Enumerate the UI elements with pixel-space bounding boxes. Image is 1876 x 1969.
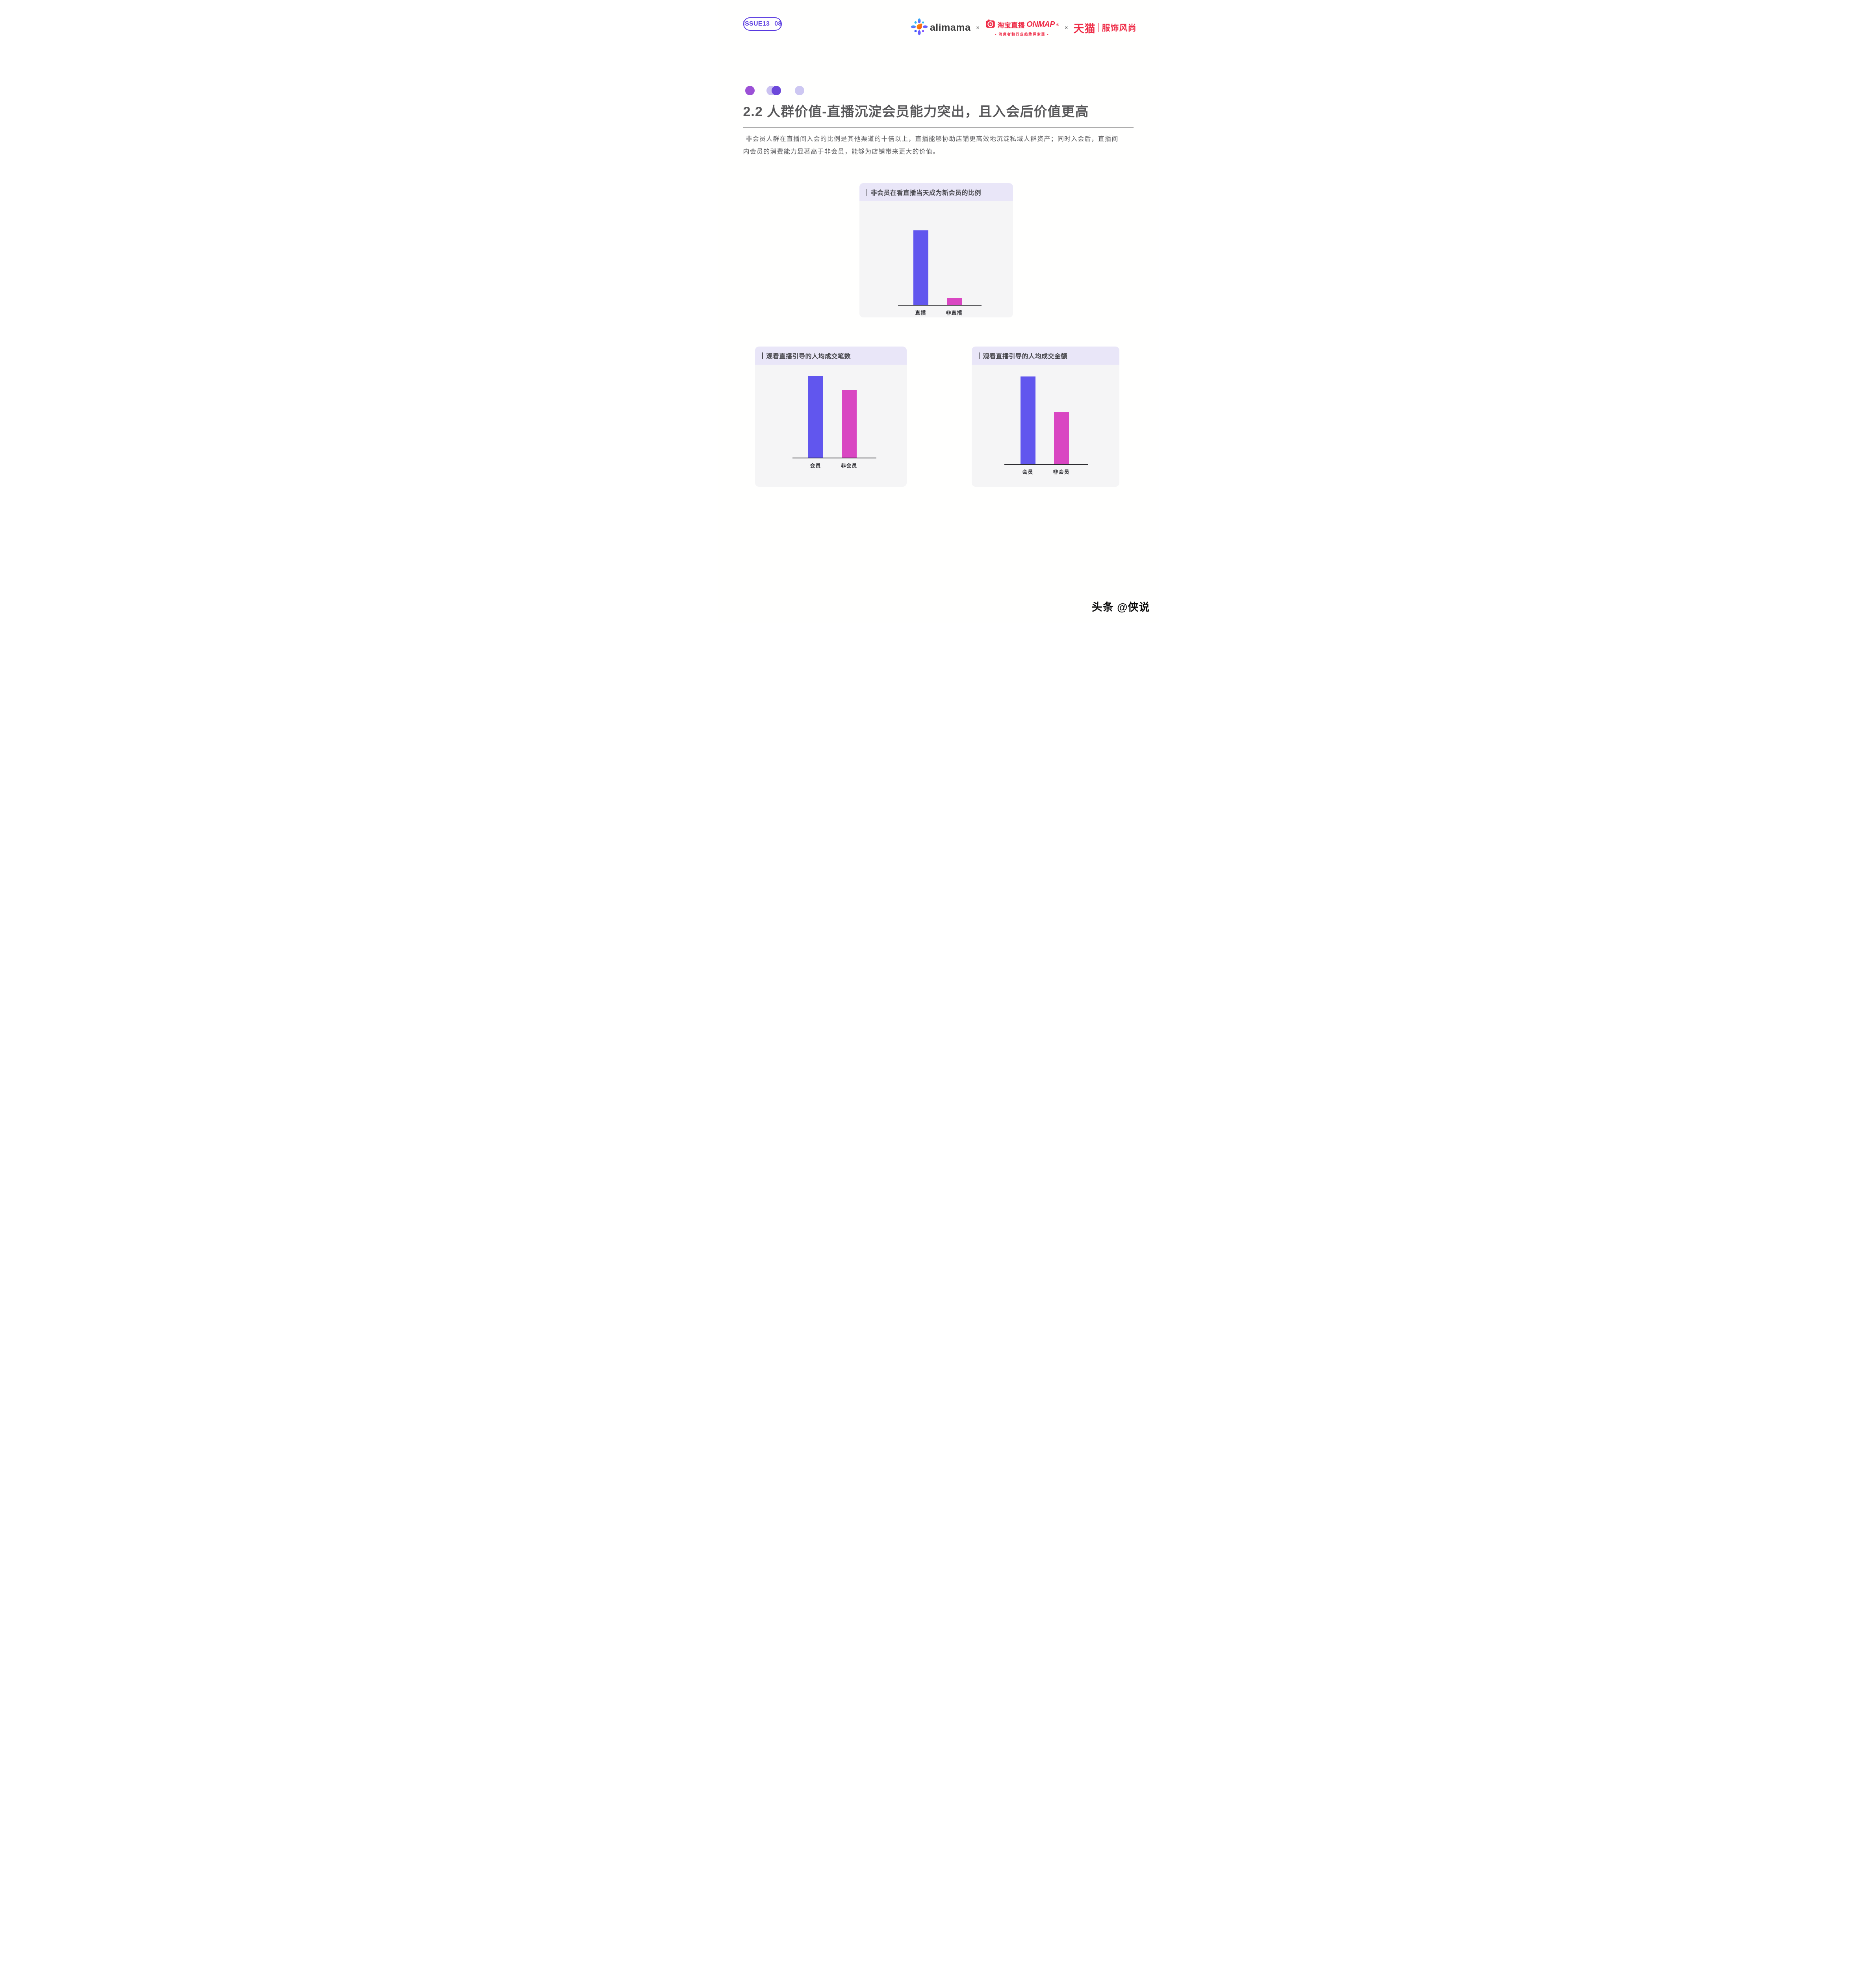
watermark-text: 头条 @侠说 [1091,601,1150,613]
taobao-live-wordmark: 淘宝直播 [997,22,1025,29]
tmall-channel-wordmark: 服饰风尚 [1102,24,1137,33]
bar-会员 [1020,376,1035,464]
description-line: 非会员人群在直播间入会的比例是其他渠道的十倍以上，直播能够协助店铺更高效地沉淀私… [746,136,1119,143]
header-marker-bar [978,352,980,359]
bar-chart: 直播 非直播 [859,201,1013,317]
taobao-live-play-icon [985,19,996,31]
x-axis-line [1004,464,1088,465]
report-page: ISSUE13 08 [717,0,1159,623]
bar-chart: 会员 非会员 [755,365,907,487]
bar-label: 会员 [1022,469,1034,475]
decorative-dots [745,86,804,95]
tmall-wordmark: 天猫 [1073,22,1096,35]
taobao-live-tagline: - 消费者和行业趋势探索器 - [995,32,1049,36]
alimama-logo: alimama [911,18,971,37]
dot-dark-purple [771,86,781,95]
chart-card-body: 直播 非直播 [859,201,1013,317]
alimama-starburst-icon [911,18,928,37]
chart-card-header: 观看直播引导的人均成交笔数 [755,347,907,365]
taobao-live-logo: 淘宝直播 ONMAP ® - 消费者和行业趋势探索器 - [985,19,1059,37]
bar-非直播 [946,298,962,305]
bar-label: 非直播 [946,310,963,316]
onmap-wordmark: ONMAP [1026,20,1055,29]
alimama-wordmark: alimama [930,22,971,33]
section-description: 非会员人群在直播间入会的比例是其他渠道的十倍以上，直播能够协助店铺更高效地沉淀私… [743,133,1138,158]
page-title: 2.2 人群价值-直播沉淀会员能力突出，且入会后价值更高 [743,104,1089,119]
tmall-logo: 天猫 服饰风尚 [1074,20,1137,35]
chart-title: 观看直播引导的人均成交笔数 [766,353,851,360]
bar-label: 直播 [915,310,926,316]
chart-card-header: 非会员在看直播当天成为新会员的比例 [859,183,1013,201]
bar-非会员 [1054,412,1069,464]
bar-非会员 [841,390,857,458]
chart-card-avg-orders: 观看直播引导的人均成交笔数 会员 非会员 [755,347,907,487]
bar-label: 会员 [810,463,821,469]
bar-label: 非会员 [1053,469,1070,475]
dot-solid-purple [745,86,755,95]
bar-会员 [808,376,823,458]
title-divider-line [743,127,1134,128]
header-marker-bar [762,352,763,359]
description-line: 内会员的消费能力显著高于非会员，能够为店铺带来更大的价值。 [743,148,940,155]
registered-mark: ® [1056,22,1059,27]
chart-card-avg-amount: 观看直播引导的人均成交金额 会员 非会员 [971,347,1119,487]
bar-直播 [913,230,928,305]
bar-label: 非会员 [841,463,857,469]
page-number: 08 [774,20,782,27]
chart-card-body: 会员 非会员 [755,365,907,487]
issue-badge: ISSUE13 08 [743,17,782,31]
issue-label: ISSUE13 [743,20,770,27]
chart-card-body: 会员 非会员 [971,365,1119,487]
chart-card-new-member-rate: 非会员在看直播当天成为新会员的比例 直播 非直播 [859,183,1013,317]
chart-title: 非会员在看直播当天成为新会员的比例 [870,190,982,197]
x-axis-line [898,305,982,306]
chart-title: 观看直播引导的人均成交金额 [983,353,1068,360]
header-logos: alimama × 淘宝直播 ONMAP ® - 消费者和行业趋势探索器 - [911,16,1137,39]
chart-card-header: 观看直播引导的人均成交金额 [971,347,1119,365]
multiply-sign: × [976,24,980,31]
bar-chart: 会员 非会员 [972,365,1119,487]
dot-light-lavender [794,86,804,95]
multiply-sign: × [1064,24,1068,31]
